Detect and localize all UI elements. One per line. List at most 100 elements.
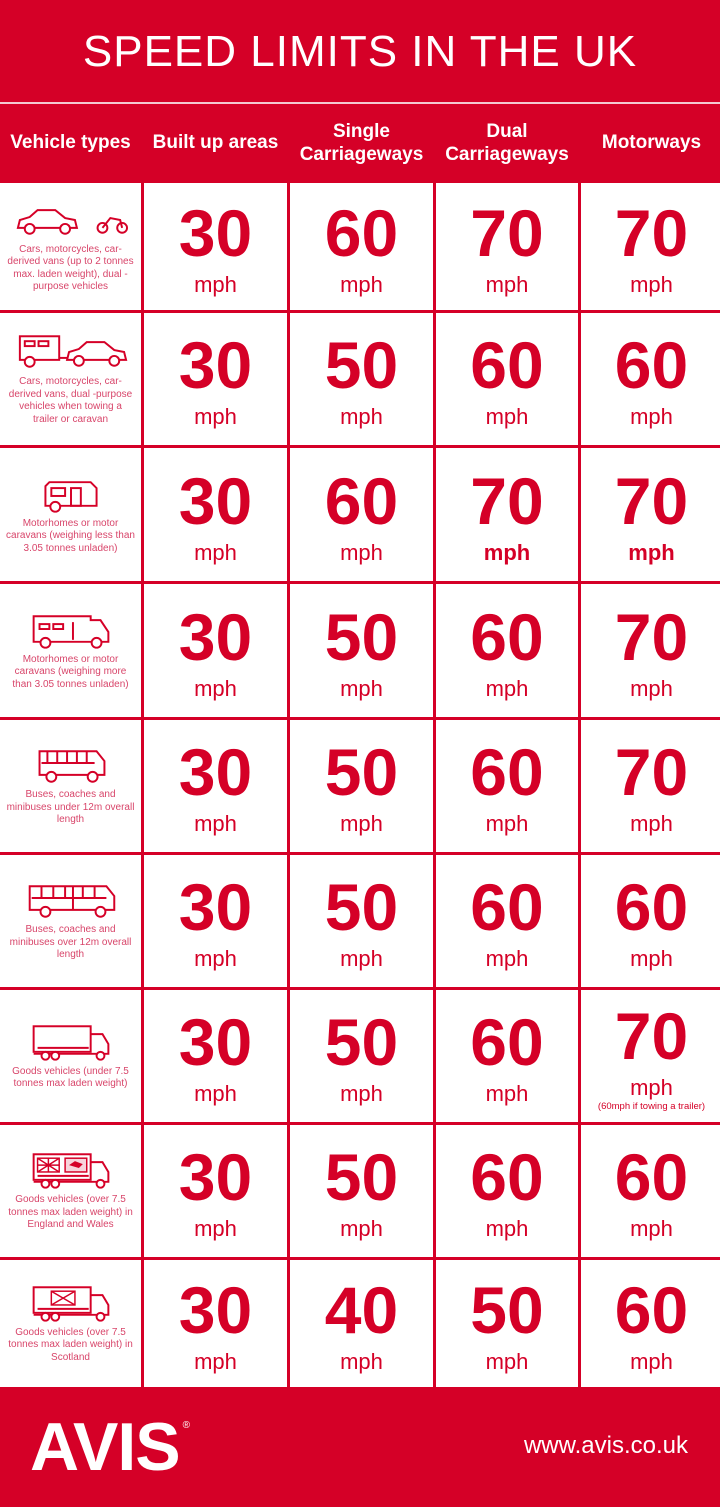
speed-value: 70 — [470, 463, 544, 538]
lorry-england-wales-flags-icon — [32, 1153, 109, 1189]
speed-value: 30 — [178, 195, 253, 270]
car-and-motorcycle-icon — [16, 208, 128, 235]
speed-limit-motorway: 70 mph — [581, 584, 720, 717]
speed-limit-built-up: 30 mph — [144, 720, 287, 852]
speed-value: 50 — [470, 1272, 544, 1347]
speed-unit: mph — [340, 271, 383, 297]
speed-unit: mph — [630, 271, 673, 297]
speed-unit: mph — [194, 675, 237, 701]
speed-value: 60 — [470, 870, 544, 945]
speed-limit-motorway: 60 mph — [581, 313, 720, 445]
speed-value: 30 — [178, 1140, 253, 1215]
speed-unit: mph — [194, 539, 237, 565]
registered-mark: ® — [182, 1420, 191, 1431]
speed-limit-single-carriageway: 60 mph — [290, 183, 433, 310]
speed-limit-single-carriageway: 50 mph — [290, 720, 433, 852]
speed-limit-built-up: 30 mph — [144, 448, 287, 581]
website-link[interactable]: www.avis.co.uk — [523, 1432, 688, 1459]
speed-limit-single-carriageway: 50 mph — [290, 313, 433, 445]
speed-unit: mph — [485, 404, 529, 430]
car-towing-caravan-icon — [18, 335, 127, 368]
speed-value: 60 — [614, 1140, 689, 1215]
speed-value: 60 — [470, 1005, 544, 1080]
speed-value: 30 — [178, 328, 253, 403]
speed-limit-single-carriageway: 60 mph — [290, 448, 433, 581]
speed-limit-built-up: 30 mph — [144, 584, 287, 717]
speed-value: 30 — [178, 599, 253, 674]
speed-unit: mph — [194, 1348, 237, 1374]
vehicle-type-cell: Buses, coaches and minibuses over 12m ov… — [0, 855, 141, 987]
minibus-icon — [38, 750, 105, 783]
speed-limit-single-carriageway: 50 mph — [290, 990, 433, 1122]
speed-limit-motorway: 60 mph — [581, 1125, 720, 1257]
speed-value: 30 — [178, 1005, 253, 1080]
vehicle-type-cell: Motorhomes or motor caravans (weighing m… — [0, 584, 141, 717]
footer: AVIS ® www.avis.co.uk — [0, 1390, 720, 1507]
vehicle-description: Motorhomes or motor caravans (weighing l… — [6, 517, 135, 554]
speed-value: 50 — [324, 328, 399, 403]
speed-value: 40 — [324, 1272, 399, 1347]
avis-logo-group: AVIS ® — [30, 1408, 190, 1486]
speed-limit-motorway: 70 mph — [581, 448, 720, 581]
speed-limit-motorway: 70 mph (60mph if towing a trailer) — [581, 990, 720, 1122]
speed-limit-motorway: 60 mph — [581, 855, 720, 987]
lorry-scotland-flag-icon — [32, 1286, 109, 1322]
speed-limit-dual-carriageway: 60 mph — [436, 313, 578, 445]
vehicle-type-cell: Buses, coaches and minibuses under 12m o… — [0, 720, 141, 852]
large-motorhome-icon — [32, 615, 109, 649]
coach-icon — [28, 885, 115, 918]
speed-unit: mph — [340, 811, 383, 837]
speed-value: 30 — [178, 735, 253, 810]
speed-value: 60 — [470, 599, 544, 674]
speed-limit-built-up: 30 mph — [144, 1125, 287, 1257]
speed-unit: mph — [340, 946, 383, 972]
small-motorhome-icon — [43, 480, 98, 513]
vehicle-type-cell: Goods vehicles (under 7.5 tonnes max lad… — [0, 990, 141, 1122]
speed-unit: mph — [340, 675, 383, 701]
vehicle-description: Cars, motorcycles, car-derived vans, dua… — [8, 376, 133, 425]
speed-limit-built-up: 30 mph — [144, 855, 287, 987]
speed-value: 60 — [614, 328, 689, 403]
speed-limit-motorway: 70 mph — [581, 183, 720, 310]
speed-value: 70 — [470, 195, 544, 270]
speed-limit-motorway: 70 mph — [581, 720, 720, 852]
speed-limit-single-carriageway: 40 mph — [290, 1260, 433, 1387]
vehicle-description: Motorhomes or motor caravans (weighing m… — [12, 653, 129, 690]
speed-value: 50 — [324, 1140, 399, 1215]
speed-limit-single-carriageway: 50 mph — [290, 855, 433, 987]
speed-unit: mph — [485, 946, 529, 972]
vehicle-description: Goods vehicles (over 7.5 tonnes max lade… — [8, 1326, 133, 1363]
speed-value: 30 — [178, 870, 253, 945]
speed-unit: mph — [628, 539, 675, 565]
vehicle-description: Buses, coaches and minibuses over 12m ov… — [9, 924, 132, 961]
speed-value: 70 — [614, 463, 689, 538]
speed-value: 50 — [324, 599, 399, 674]
speed-unit: mph — [194, 271, 237, 297]
vehicle-description: Cars, motorcycles, car-derived vans (up … — [7, 243, 134, 293]
speed-unit: mph — [630, 1075, 673, 1101]
header-motorways: Motorways — [601, 132, 702, 153]
header-dual-carriageways: Dual Carriageways — [445, 120, 569, 165]
speed-unit: mph — [485, 1216, 529, 1242]
speed-limit-single-carriageway: 50 mph — [290, 1125, 433, 1257]
lorry-icon — [32, 1024, 109, 1061]
speed-limit-dual-carriageway: 60 mph — [436, 855, 578, 987]
speed-unit: mph — [483, 539, 531, 565]
speed-unit: mph — [630, 1348, 673, 1374]
speed-unit: mph — [485, 271, 529, 297]
vehicle-type-cell: Goods vehicles (over 7.5 tonnes max lade… — [0, 1260, 141, 1387]
speed-unit: mph — [630, 946, 673, 972]
speed-value: 60 — [470, 735, 544, 810]
vehicle-type-cell: Cars, motorcycles, car-derived vans (up … — [0, 183, 141, 310]
speed-value: 70 — [614, 735, 689, 810]
speed-unit: mph — [485, 811, 529, 837]
speed-unit: mph — [485, 675, 529, 701]
speed-unit: mph — [485, 1081, 529, 1107]
speed-unit: mph — [340, 1081, 383, 1107]
speed-unit: mph — [630, 811, 673, 837]
speed-limit-dual-carriageway: 70 mph — [436, 183, 578, 310]
speed-limit-dual-carriageway: 60 mph — [436, 990, 578, 1122]
vehicle-description: Buses, coaches and minibuses under 12m o… — [6, 789, 135, 826]
vehicle-description: Goods vehicles (under 7.5 tonnes max lad… — [12, 1065, 129, 1090]
speed-unit: mph — [340, 404, 383, 430]
